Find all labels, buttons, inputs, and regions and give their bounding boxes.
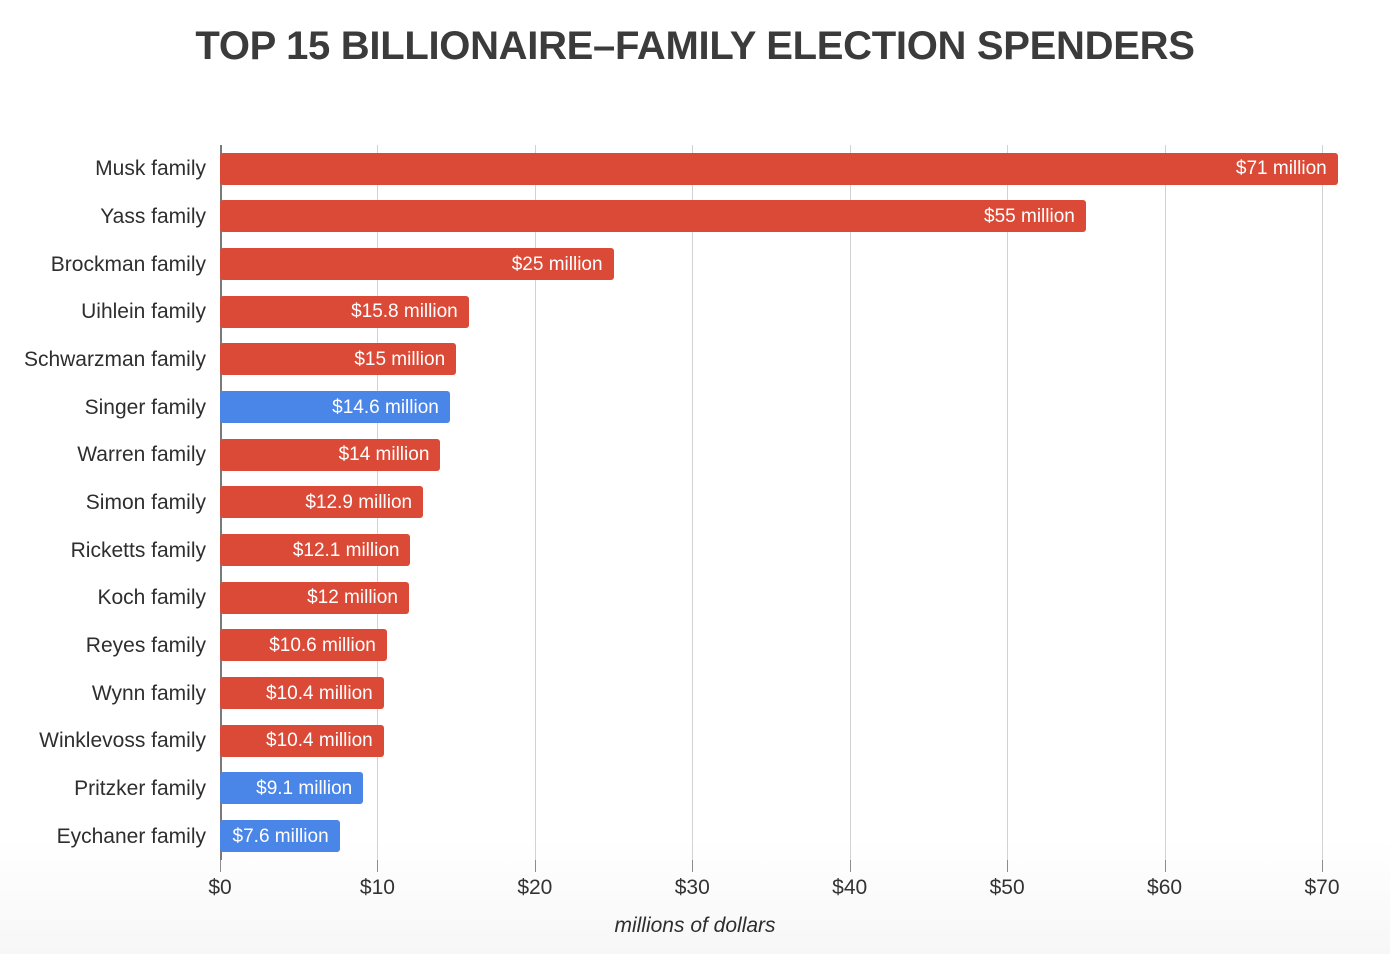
x-tick-label: $20	[517, 876, 553, 899]
bar-value-label: $15 million	[354, 348, 446, 370]
x-tick-label: $50	[989, 876, 1025, 899]
bar[interactable]: $15 million	[220, 343, 457, 376]
bar-row: Yass family $55 million	[100, 193, 1322, 241]
bar-row: Warren family $14 million	[77, 431, 1322, 479]
bar-value-label: $25 million	[511, 253, 603, 275]
bar-rows: Musk family $71 million Yass family $55 mil…	[24, 145, 1338, 860]
bar-value-label: $12.9 million	[305, 491, 413, 513]
category-label: Uihlein family	[81, 300, 206, 324]
bar-row: Uihlein family $15.8 million	[81, 288, 1322, 336]
chart-title: TOP 15 BILLIONAIRE–FAMILY ELECTION SPEND…	[195, 24, 1195, 68]
x-tick-label: $40	[832, 876, 868, 899]
bar-row: Pritzker family $9.1 million	[74, 765, 1322, 813]
bar[interactable]: $10.6 million	[220, 629, 387, 662]
x-tick-mark	[220, 860, 221, 872]
bar-row: Schwarzman family $15 million	[24, 336, 1322, 384]
bar-row: Koch family $12 million	[97, 574, 1322, 622]
x-tick-mark	[692, 860, 694, 872]
bar-row: Wynn family $10.4 million	[92, 669, 1322, 717]
gridline-70	[1322, 145, 1323, 860]
category-label: Ricketts family	[70, 538, 206, 562]
bar[interactable]: $15.8 million	[220, 295, 469, 328]
x-tick-label: $60	[1147, 876, 1183, 899]
x-tick-label: $0	[208, 876, 232, 899]
bar[interactable]: $14.6 million	[220, 391, 450, 424]
category-label: Eychaner family	[56, 824, 206, 848]
category-label: Koch family	[97, 586, 206, 610]
bar[interactable]: $25 million	[220, 248, 614, 281]
plot-area: Musk family $71 million Yass family $55 mil…	[24, 145, 1338, 860]
bar-value-label: $14.6 million	[332, 396, 439, 418]
x-tick-mark	[1322, 860, 1323, 872]
bar-row: Simon family $12.9 million	[86, 479, 1322, 527]
x-tick-mark	[1007, 860, 1009, 872]
bar[interactable]: $12.9 million	[220, 486, 424, 519]
bar-value-label: $12.1 million	[292, 539, 400, 561]
bar[interactable]: $10.4 million	[220, 677, 384, 710]
bar-value-label: $71 million	[1235, 158, 1327, 180]
bar[interactable]: $10.4 million	[220, 724, 384, 757]
bar[interactable]: $9.1 million	[220, 772, 364, 805]
bar-value-label: $12 million	[307, 587, 398, 609]
bar[interactable]: $7.6 million	[220, 820, 340, 853]
bar[interactable]: $12 million	[220, 581, 409, 614]
category-label: Reyes family	[85, 633, 206, 657]
bar-row: Musk family $71 million	[95, 145, 1338, 193]
x-tick-mark	[534, 860, 536, 872]
category-label: Schwarzman family	[23, 347, 206, 371]
category-label: Yass family	[100, 204, 206, 228]
x-tick-label: $10	[359, 876, 395, 899]
bar-value-label: $14 million	[338, 444, 430, 466]
category-label: Winklevoss family	[39, 729, 206, 753]
x-tick-mark	[1164, 860, 1166, 872]
x-axis-title: millions of dollars	[614, 914, 776, 937]
category-label: Brockman family	[50, 252, 206, 276]
bar-row: Eychaner family $7.6 million	[57, 812, 1322, 860]
bar-row: Singer family $14.6 million	[85, 383, 1322, 431]
bar-value-label: $10.4 million	[266, 682, 373, 704]
bar[interactable]: $55 million	[220, 200, 1086, 233]
x-axis: $0 $10 $20 $30 $40 $50 $60 $70	[208, 860, 1340, 900]
x-tick-mark	[849, 860, 851, 872]
bar-value-label: $10.6 million	[269, 634, 376, 656]
category-label: Singer family	[84, 395, 206, 419]
category-label: Warren family	[77, 443, 206, 467]
x-tick-label: $70	[1304, 876, 1340, 899]
x-tick-label: $30	[674, 876, 710, 899]
bar-row: Reyes family $10.6 million	[86, 622, 1322, 670]
bar[interactable]: $71 million	[220, 152, 1338, 185]
bar-value-label: $55 million	[984, 205, 1075, 227]
bar-value-label: $9.1 million	[256, 777, 353, 799]
category-label: Wynn family	[91, 681, 206, 705]
category-label: Simon family	[85, 490, 206, 514]
bar-row: Ricketts family $12.1 million	[71, 526, 1322, 574]
category-label: Musk family	[95, 157, 206, 181]
bar-row: Winklevoss family $10.4 million	[39, 717, 1322, 765]
bar-value-label: $10.4 million	[266, 730, 373, 752]
bar-value-label: $7.6 million	[232, 825, 329, 847]
bar-row: Brockman family $25 million	[51, 240, 1322, 288]
bar[interactable]: $14 million	[220, 438, 441, 471]
bar[interactable]: $12.1 million	[220, 534, 411, 567]
category-label: Pritzker family	[74, 776, 206, 800]
x-tick-mark	[377, 860, 379, 872]
bar-value-label: $15.8 million	[351, 301, 458, 323]
